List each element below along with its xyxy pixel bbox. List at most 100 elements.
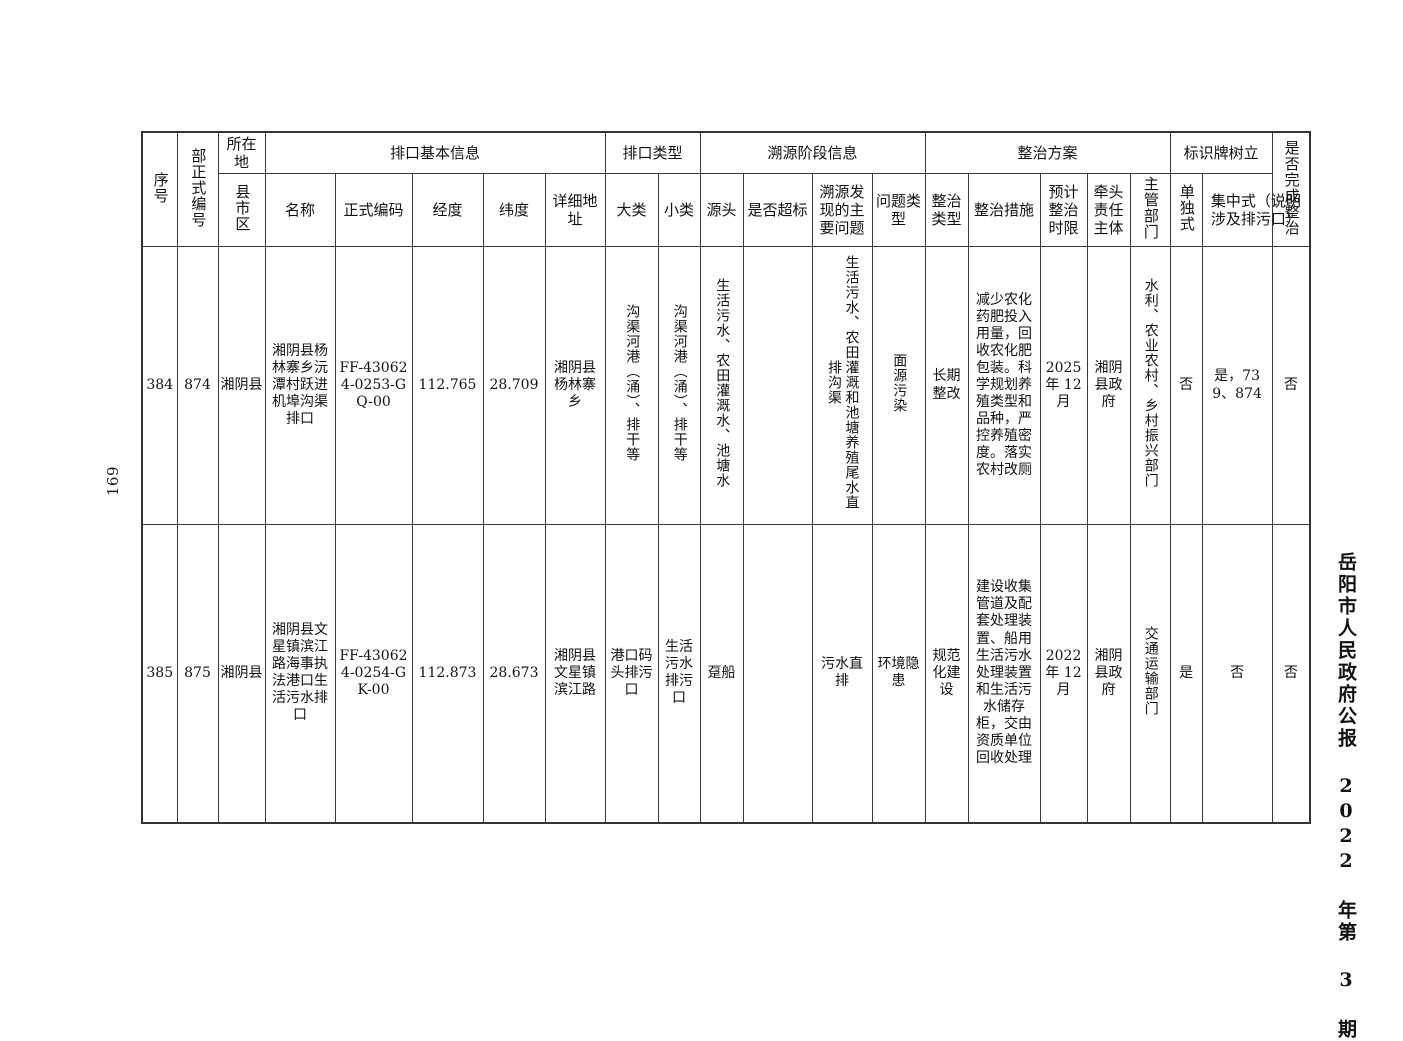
table-body: 384 874 湘阴县 湘阴县杨林寨乡沅潭村跃进机埠沟渠排口 FF-430624…: [141, 246, 1311, 823]
cell-lead-entity: 湘阴县政府: [1086, 524, 1131, 823]
header-detail-address-label: 详细地址: [552, 192, 598, 228]
header-lead-entity: 牵头责任主体: [1086, 173, 1131, 247]
header-formal-code-label: 正式编码: [343, 201, 404, 219]
header-county-label: 县市区: [233, 184, 252, 232]
cell-rect-type: 长期整改: [924, 246, 969, 525]
cell-major-type: 港口码头排污口: [604, 524, 659, 823]
cell-longitude: 112.765: [411, 246, 484, 525]
header-detail-address: 详细地址: [544, 173, 606, 247]
outlet-rectification-table: 序号 部正式编号 所在地 排口基本信息 排口类型 溯源阶段信息: [141, 131, 1312, 824]
header-longitude: 经度: [411, 173, 484, 247]
cell-source-text: 生活污水、农田灌溉水、池塘水: [714, 277, 731, 488]
header-basic-info-group: 排口基本信息: [264, 131, 606, 174]
cell-main-problem: 污水直排: [811, 524, 873, 823]
header-competent-dept: 主管部门: [1129, 173, 1171, 247]
cell-competent-dept: 水利、农业农村、乡村振兴部门: [1129, 246, 1171, 525]
header-name: 名称: [264, 173, 336, 247]
header-name-label: 名称: [284, 201, 315, 219]
table-row[interactable]: 384 874 湘阴县 湘阴县杨林寨乡沅潭村跃进机埠沟渠排口 FF-430624…: [141, 246, 1311, 525]
cell-latitude: 28.709: [482, 246, 546, 525]
cell-exceed: [742, 246, 813, 525]
cell-detail-address: 湘阴县杨林寨乡: [544, 246, 606, 525]
cell-source: 趸船: [699, 524, 744, 823]
cell-centralized: 是，739、874: [1201, 246, 1273, 525]
header-exceed: 是否超标: [742, 173, 813, 247]
header-formal-number-label: 部正式编号: [189, 147, 208, 228]
header-sign-erection-label: 标识牌树立: [1183, 144, 1259, 162]
header-problem-type-label: 问题类型: [876, 192, 922, 228]
header-standalone-label: 单独式: [1177, 184, 1196, 232]
header-completed-label: 是否完成整治: [1282, 139, 1301, 236]
cell-competent-dept-text: 交通运输部门: [1142, 625, 1159, 716]
cell-county: 湘阴县: [217, 524, 266, 823]
cell-source: 生活污水、农田灌溉水、池塘水: [699, 246, 744, 525]
header-outlet-type-group: 排口类型: [604, 131, 701, 174]
header-problem-type: 问题类型: [871, 173, 926, 247]
cell-formal-code: FF-430624-0254-GK-00: [334, 524, 413, 823]
header-location-group: 所在地: [217, 131, 266, 174]
cell-rect-measure: 建设收集管道及配套处理装置、船用生活污水处理装置和生活污水储存柜，交由资质单位回…: [967, 524, 1041, 823]
cell-formal-number: 874: [176, 246, 219, 525]
header-competent-dept-label: 主管部门: [1141, 176, 1160, 240]
cell-formal-code: FF-430624-0253-GQ-00: [334, 246, 413, 525]
header-centralized-label: 集中式（说明涉及排污口）: [1210, 192, 1301, 228]
header-basic-info-label: 排口基本信息: [390, 144, 481, 162]
header-exceed-label: 是否超标: [747, 201, 808, 219]
header-county: 县市区: [217, 173, 266, 247]
header-rect-measure: 整治措施: [967, 173, 1041, 247]
header-rect-measure-label: 整治措施: [974, 201, 1035, 219]
header-row-cols: 县市区 名称 正式编码 经度 纬度 详细地址 大类: [142, 173, 1311, 247]
header-rectification-plan-group: 整治方案: [924, 131, 1171, 174]
header-latitude: 纬度: [482, 173, 546, 247]
cell-name: 湘阴县文星镇滨江路海事执法港口生活污水排口: [264, 524, 336, 823]
cell-rect-measure: 减少农化药肥投入用量，回收农化肥包装。科学规划养殖类型和品种，严控养殖密度。落实…: [967, 246, 1041, 525]
cell-name: 湘阴县杨林寨乡沅潭村跃进机埠沟渠排口: [264, 246, 336, 525]
cell-competent-dept: 交通运输部门: [1129, 524, 1171, 823]
header-longitude-label: 经度: [432, 201, 463, 219]
running-head: 岳阳市人民政府公报 2022 年第 3 期: [1335, 552, 1357, 1041]
header-trace-stage-group: 溯源阶段信息: [699, 131, 926, 174]
table-row[interactable]: 385 875 湘阴县 湘阴县文星镇滨江路海事执法港口生活污水排口 FF-430…: [141, 524, 1311, 823]
cell-seq: 385: [141, 524, 178, 823]
cell-expected-deadline: 2022 年 12 月: [1039, 524, 1088, 823]
header-major-type: 大类: [604, 173, 659, 247]
cell-longitude: 112.873: [411, 524, 484, 823]
cell-problem-type: 面源污染: [871, 246, 926, 525]
cell-completed: 否: [1271, 524, 1311, 823]
cell-problem-type-text: 面源污染: [891, 352, 908, 413]
cell-expected-deadline: 2025 年 12 月: [1039, 246, 1088, 525]
header-rectification-plan-label: 整治方案: [1017, 144, 1078, 162]
header-expected-deadline-label: 预计整治时限: [1048, 183, 1079, 237]
header-source-label: 源头: [706, 201, 737, 219]
cell-major-type-text: 沟渠河港（涌）、排干等: [624, 303, 641, 462]
cell-standalone: 是: [1169, 524, 1203, 823]
cell-competent-dept-text: 水利、农业农村、乡村振兴部门: [1142, 277, 1159, 488]
header-rect-type: 整治类型: [924, 173, 969, 247]
header-minor-type: 小类: [657, 173, 701, 247]
header-formal-number: 部正式编号: [176, 131, 219, 247]
cell-minor-type-text: 沟渠河港（涌）、排干等: [671, 303, 688, 462]
header-sign-erection-group: 标识牌树立: [1169, 131, 1273, 174]
cell-minor-type: 生活污水排污口: [657, 524, 701, 823]
cell-completed: 否: [1271, 246, 1311, 525]
cell-problem-type: 环境隐患: [871, 524, 926, 823]
header-minor-type-label: 小类: [664, 201, 695, 219]
cell-minor-type: 沟渠河港（涌）、排干等: [657, 246, 701, 525]
outlet-rectification-table-wrapper: 序号 部正式编号 所在地 排口基本信息 排口类型 溯源阶段信息: [141, 131, 1312, 824]
header-expected-deadline: 预计整治时限: [1039, 173, 1088, 247]
header-location-label: 所在地: [226, 135, 257, 171]
header-seq: 序号: [141, 131, 178, 247]
header-lead-entity-label: 牵头责任主体: [1093, 183, 1124, 237]
cell-latitude: 28.673: [482, 524, 546, 823]
cell-detail-address: 湘阴县文星镇滨江路: [544, 524, 606, 823]
page-number: 169: [104, 466, 122, 497]
header-main-problem-label: 溯源发现的主要问题: [819, 183, 865, 237]
table-header: 序号 部正式编号 所在地 排口基本信息 排口类型 溯源阶段信息: [141, 131, 1311, 247]
cell-formal-number: 875: [176, 524, 219, 823]
cell-main-problem-text: 生活污水、农田灌溉和池塘养殖尾水直排沟渠: [826, 255, 860, 511]
header-source: 源头: [699, 173, 744, 247]
header-trace-stage-label: 溯源阶段信息: [767, 144, 858, 162]
header-standalone: 单独式: [1169, 173, 1203, 247]
header-main-problem: 溯源发现的主要问题: [811, 173, 873, 247]
cell-lead-entity: 湘阴县政府: [1086, 246, 1131, 525]
